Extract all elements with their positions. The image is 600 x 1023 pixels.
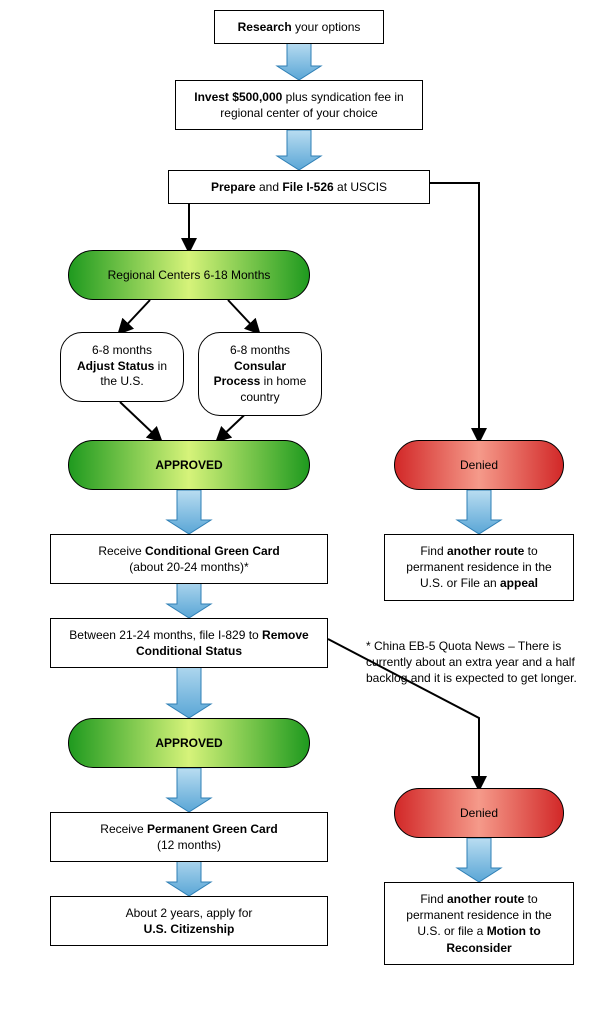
node-n5b: 6-8 months Consular Process in home coun… <box>198 332 322 416</box>
node-n7: Receive Conditional Green Card(about 20-… <box>50 534 328 584</box>
node-n6: APPROVED <box>68 440 310 490</box>
blue-arrow-8 <box>457 838 501 882</box>
node-d1: Denied <box>394 440 564 490</box>
connector-4 <box>228 300 258 332</box>
connector-2 <box>430 183 479 440</box>
node-n1: Research your options <box>214 10 384 44</box>
blue-arrow-7 <box>457 490 501 534</box>
node-d2b: Find another route to permanent residenc… <box>384 882 574 965</box>
node-n3: Prepare and File I-526 at USCIS <box>168 170 430 204</box>
connector-3 <box>120 300 150 332</box>
blue-arrow-2 <box>167 490 211 534</box>
node-n4: Regional Centers 6-18 Months <box>68 250 310 300</box>
blue-arrow-1 <box>277 130 321 170</box>
node-d1b: Find another route to permanent residenc… <box>384 534 574 601</box>
node-n5a: 6-8 monthsAdjust Status in the U.S. <box>60 332 184 402</box>
connector-5 <box>120 402 160 440</box>
node-n8: Between 21-24 months, file I-829 to Remo… <box>50 618 328 668</box>
node-n10: Receive Permanent Green Card(12 months) <box>50 812 328 862</box>
node-n9: APPROVED <box>68 718 310 768</box>
node-d2: Denied <box>394 788 564 838</box>
blue-arrow-0 <box>277 42 321 80</box>
blue-arrow-5 <box>167 768 211 812</box>
node-n2: Invest $500,000 plus syndication fee in … <box>175 80 423 130</box>
blue-arrow-4 <box>167 660 211 718</box>
node-note: * China EB-5 Quota News – There is curre… <box>366 638 580 687</box>
node-n11: About 2 years, apply forU.S. Citizenship <box>50 896 328 946</box>
